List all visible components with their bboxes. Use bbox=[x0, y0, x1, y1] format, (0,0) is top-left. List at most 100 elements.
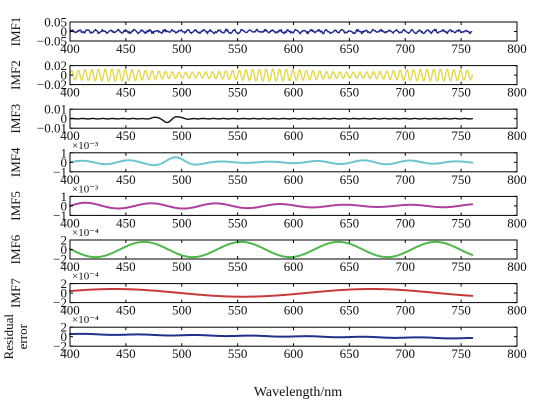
x-tick-label: 800 bbox=[507, 85, 527, 100]
x-axis-label: Wavelength/nm bbox=[254, 385, 342, 400]
x-tick-label: 600 bbox=[284, 128, 304, 143]
y-tick-label: 0.02 bbox=[44, 58, 67, 73]
series-line-6 bbox=[69, 240, 474, 259]
x-tick-label: 650 bbox=[340, 215, 360, 230]
y-axis-label: IMF1 bbox=[8, 17, 23, 47]
x-tick-label: 550 bbox=[228, 41, 248, 56]
x-tick-label: 600 bbox=[284, 346, 304, 361]
x-tick-label: 700 bbox=[396, 128, 416, 143]
series-line-1 bbox=[69, 28, 473, 35]
series-line-8 bbox=[69, 332, 474, 340]
panel-5: 400 450 500 550 600 650 700 750 800 10−1 ×10⁻³ IMF5 bbox=[8, 183, 527, 230]
x-tick-label: 700 bbox=[396, 41, 416, 56]
x-tick-label: 450 bbox=[116, 259, 136, 274]
x-tick-label: 700 bbox=[396, 346, 416, 361]
y-tick-label: 0.01 bbox=[44, 102, 67, 117]
x-tick-label: 400 bbox=[60, 303, 80, 318]
x-tick-label: 400 bbox=[60, 85, 80, 100]
x-tick-label: 450 bbox=[116, 128, 136, 143]
y-tick-label: 0 bbox=[61, 286, 68, 301]
y-tick-label: −2 bbox=[53, 339, 67, 354]
panel-2: 400 450 500 550 600 650 700 750 800 0.020−0.02 IMF… bbox=[8, 58, 527, 100]
x-tick-label: 400 bbox=[60, 259, 80, 274]
x-tick-label: 800 bbox=[507, 41, 527, 56]
series-line-2 bbox=[69, 68, 473, 82]
y-tick-label: 0 bbox=[61, 242, 68, 257]
x-tick-label: 800 bbox=[507, 128, 527, 143]
series-line-5 bbox=[69, 201, 474, 210]
y-axis-label: IMF4 bbox=[8, 147, 23, 177]
x-tick-label: 800 bbox=[507, 346, 527, 361]
x-tick-label: 550 bbox=[228, 215, 248, 230]
y-exponent-label: ×10⁻⁴ bbox=[72, 314, 99, 326]
x-tick-label: 750 bbox=[451, 346, 471, 361]
y-axis-label: error bbox=[15, 323, 30, 349]
x-tick-label: 650 bbox=[340, 303, 360, 318]
x-tick-label: 650 bbox=[340, 259, 360, 274]
x-tick-label: 500 bbox=[172, 172, 192, 187]
x-tick-label: 600 bbox=[284, 303, 304, 318]
x-tick-label: 550 bbox=[228, 346, 248, 361]
y-axis-label: IMF5 bbox=[8, 191, 23, 221]
y-axis-label: IMF2 bbox=[8, 60, 23, 90]
panel-3: 400 450 500 550 600 650 700 750 800 0.010−0.01 IMF… bbox=[8, 102, 527, 144]
panel-7: 400 450 500 550 600 650 700 750 800 20−2 ×10⁻⁴ IMF7 bbox=[8, 271, 527, 318]
panel-4: 400 450 500 550 600 650 700 750 800 10−1 ×10⁻³ IMF4 bbox=[8, 140, 527, 187]
x-tick-label: 750 bbox=[451, 128, 471, 143]
series-line-7 bbox=[69, 288, 474, 298]
y-tick-label: 2 bbox=[61, 320, 68, 335]
x-tick-label: 550 bbox=[228, 172, 248, 187]
x-tick-label: 750 bbox=[451, 41, 471, 56]
y-axis-label: IMF7 bbox=[8, 278, 23, 308]
x-tick-label: 700 bbox=[396, 85, 416, 100]
x-tick-label: 650 bbox=[340, 128, 360, 143]
panel-6: 400 450 500 550 600 650 700 750 800 20−2 ×10⁻⁴ IMF6 bbox=[8, 227, 527, 274]
x-tick-label: 750 bbox=[451, 172, 471, 187]
x-tick-label: 400 bbox=[60, 215, 80, 230]
y-exponent-label: ×10⁻⁴ bbox=[72, 271, 99, 283]
x-tick-label: 650 bbox=[340, 346, 360, 361]
y-tick-label: −1 bbox=[53, 164, 67, 179]
y-axis-label: Residual bbox=[1, 314, 16, 360]
x-tick-label: 500 bbox=[172, 128, 192, 143]
y-tick-label: 0 bbox=[61, 198, 68, 213]
y-tick-label: 0.05 bbox=[44, 15, 67, 30]
y-tick-label: 1 bbox=[61, 145, 68, 160]
x-tick-label: 450 bbox=[116, 41, 136, 56]
x-tick-label: 500 bbox=[172, 215, 192, 230]
x-tick-label: 400 bbox=[60, 346, 80, 361]
x-tick-label: 500 bbox=[172, 259, 192, 274]
x-tick-label: 450 bbox=[116, 303, 136, 318]
panels-group: 400 450 500 550 600 650 700 750 800 0.05 0 −0.05 IMF… bbox=[1, 15, 527, 362]
y-tick-label: 0 bbox=[61, 329, 68, 344]
x-tick-label: 550 bbox=[228, 259, 248, 274]
x-tick-label: 550 bbox=[228, 303, 248, 318]
x-tick-label: 500 bbox=[172, 41, 192, 56]
x-tick-label: 500 bbox=[172, 85, 192, 100]
panel-1: 400 450 500 550 600 650 700 750 800 0.050−0.05 IMF… bbox=[8, 15, 527, 57]
y-tick-label: −0.05 bbox=[37, 34, 67, 49]
x-tick-label: 400 bbox=[60, 128, 80, 143]
x-tick-label: 750 bbox=[451, 85, 471, 100]
y-axis-label: IMF3 bbox=[8, 104, 23, 134]
x-tick-label: 600 bbox=[284, 41, 304, 56]
x-tick-label: 500 bbox=[172, 303, 192, 318]
y-tick-label: 0 bbox=[61, 111, 68, 126]
x-tick-label: 750 bbox=[451, 215, 471, 230]
y-tick-label: −2 bbox=[53, 295, 67, 310]
x-tick-label: 800 bbox=[507, 172, 527, 187]
y-tick-label: −0.01 bbox=[37, 121, 67, 136]
x-tick-label: 700 bbox=[396, 303, 416, 318]
x-tick-label: 700 bbox=[396, 215, 416, 230]
series-line-4 bbox=[69, 156, 474, 167]
x-tick-label: 800 bbox=[507, 259, 527, 274]
y-exponent-label: ×10⁻³ bbox=[72, 183, 99, 195]
x-tick-label: 700 bbox=[396, 172, 416, 187]
y-tick-label: −2 bbox=[53, 252, 67, 267]
x-tick-label: 750 bbox=[451, 259, 471, 274]
x-tick-label: 600 bbox=[284, 172, 304, 187]
y-exponent-label: ×10⁻³ bbox=[72, 140, 99, 152]
x-tick-label: 500 bbox=[172, 346, 192, 361]
y-tick-label: −1 bbox=[53, 208, 67, 223]
